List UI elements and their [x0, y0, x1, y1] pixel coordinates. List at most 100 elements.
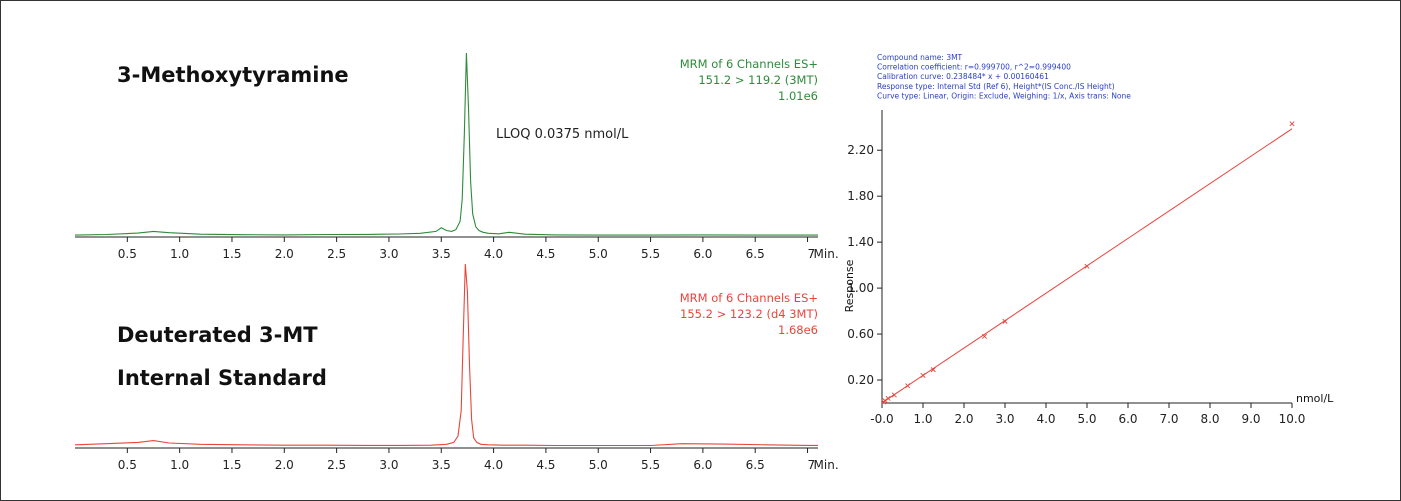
point-cross-stroke — [981, 333, 988, 339]
point-cross-stroke — [930, 367, 936, 373]
x-tick-label: 3.0 — [379, 458, 398, 472]
calibration-point — [891, 392, 897, 398]
x-tick-label: 6.0 — [693, 247, 712, 261]
y-axis-label: Response — [843, 259, 856, 312]
calibration-point — [882, 398, 888, 404]
point-cross-stroke — [885, 395, 891, 401]
point-cross-stroke — [905, 383, 911, 389]
x-tick-label: 4.0 — [484, 247, 503, 261]
x-tick-label: 1.0 — [913, 412, 932, 426]
x-tick-label: 4.5 — [536, 247, 555, 261]
x-axis-ticks: 0.5 1.0 1.5 2.0 2.5 3.0 3.5 4.0 4.5 5.0 5.5 6.0 6.5 7… — [118, 448, 839, 472]
calibration-info-line: Correlation coefficient: r=0.999700, r^2… — [877, 63, 1071, 72]
x-tick-label: 9.0 — [1241, 412, 1260, 426]
x-tick-label: 5.5 — [641, 247, 660, 261]
channel-info-line: MRM of 6 Channels ES+ — [680, 291, 818, 305]
channel-info-line: 151.2 > 119.2 (3MT) — [698, 73, 818, 87]
calibration-point — [885, 395, 891, 401]
x-tick-label: -0.0 — [870, 412, 893, 426]
x-tick-label: 2.0 — [275, 247, 294, 261]
x-tick-label: 7.0 — [1159, 412, 1178, 426]
point-cross-stroke — [1002, 318, 1008, 324]
x-unit-label: Min. — [814, 247, 839, 261]
y-tick-label: 0.20 — [847, 373, 874, 387]
calibration-info-line: Response type: Internal Std (Ref 6), Hei… — [877, 82, 1115, 91]
x-tick-label: 5.5 — [641, 458, 660, 472]
x-tick-label: 3.0 — [379, 247, 398, 261]
chromatogram-plot — [74, 52, 818, 238]
calibration-info-line: Calibration curve: 0.238484* x + 0.00160… — [877, 72, 1049, 81]
x-tick-label: 6.5 — [746, 247, 765, 261]
x-tick-label: 2.0 — [275, 458, 294, 472]
chromatogram-title: 3-Methoxytyramine — [117, 63, 349, 87]
channel-info-line: 1.68e6 — [778, 323, 818, 337]
x-tick-label: 7 — [808, 247, 816, 261]
x-tick-label: 2.5 — [327, 458, 346, 472]
x-tick-label: 6.0 — [1118, 412, 1137, 426]
x-unit-label: Min. — [814, 458, 839, 472]
x-tick-label: 8.0 — [1200, 412, 1219, 426]
x-tick-label: 5.0 — [589, 247, 608, 261]
channel-info: MRM of 6 Channels ES+ 151.2 > 119.2 (3MT)… — [680, 57, 818, 103]
calibration-point — [1002, 318, 1008, 324]
x-tick-label: 1.0 — [170, 458, 189, 472]
point-cross-stroke — [1084, 263, 1090, 269]
channel-info-line: MRM of 6 Channels ES+ — [680, 57, 818, 71]
channel-info-line: 155.2 > 123.2 (d4 3MT) — [680, 307, 818, 321]
chromatogram-d4-3mt-panel: Deuterated 3-MT Internal Standard MRM of… — [74, 263, 839, 472]
y-tick-label: 1.00 — [847, 281, 874, 295]
x-tick-label: 5.0 — [589, 458, 608, 472]
x-tick-label: 3.5 — [432, 247, 451, 261]
x-tick-label: 5.0 — [1077, 412, 1096, 426]
x-axis-label: nmol/L — [1296, 392, 1334, 405]
x-tick-label: 6.5 — [746, 458, 765, 472]
y-tick-label: 1.40 — [847, 235, 874, 249]
channel-info-line: 1.01e6 — [778, 89, 818, 103]
channel-info: MRM of 6 Channels ES+ 155.2 > 123.2 (d4 3… — [680, 291, 818, 337]
x-axis-ticks: 0.5 1.0 1.5 2.0 2.5 3.0 3.5 4.0 4.5 5.0 5.5 6.0 6.5 7… — [118, 237, 839, 261]
calibration-info-line: Compound name: 3MT — [877, 53, 963, 62]
x-tick-label: 7 — [808, 458, 816, 472]
chromatogram-3mt-panel: 3-Methoxytyramine LLOQ 0.0375 nmol/L MRM… — [74, 52, 839, 261]
lloq-annotation: LLOQ 0.0375 nmol/L — [496, 127, 629, 142]
x-tick-label: 0.5 — [118, 247, 137, 261]
calibration-plot — [881, 121, 1295, 405]
chromatogram-trace — [74, 263, 818, 447]
calibration-axes: 0.20 0.60 1.00 1.40 1.80 2.20 -0.0 1.0 2.0 3.0 4.0… — [847, 110, 1305, 426]
y-tick-label: 2.20 — [847, 143, 874, 157]
x-tick-label: 6.0 — [693, 458, 712, 472]
x-tick-label: 2.5 — [327, 247, 346, 261]
x-tick-label: 10.0 — [1279, 412, 1306, 426]
x-tick-label: 3.0 — [995, 412, 1014, 426]
calibration-point — [930, 367, 936, 373]
point-cross-stroke — [1289, 121, 1295, 127]
chromatogram-plot — [74, 263, 818, 449]
x-tick-label: 4.5 — [536, 458, 555, 472]
x-tick-label: 3.5 — [432, 458, 451, 472]
point-cross-stroke — [891, 392, 897, 398]
x-tick-label: 0.5 — [118, 458, 137, 472]
calibration-point — [1289, 121, 1295, 127]
calibration-point — [905, 383, 911, 389]
x-tick-label: 2.0 — [954, 412, 973, 426]
x-tick-label: 1.5 — [222, 247, 241, 261]
point-cross-stroke — [882, 398, 888, 404]
x-tick-label: 1.5 — [222, 458, 241, 472]
x-tick-label: 1.0 — [170, 247, 189, 261]
x-tick-label: 4.0 — [1036, 412, 1055, 426]
chromatogram-title-line-2: Internal Standard — [117, 366, 327, 390]
y-tick-label: 1.80 — [847, 189, 874, 203]
point-cross-stroke — [920, 372, 926, 378]
calibration-point — [981, 333, 988, 339]
calibration-point — [920, 372, 926, 378]
chromatogram-trace — [74, 52, 818, 236]
chromatogram-title-line-1: Deuterated 3-MT — [117, 323, 318, 347]
x-tick-label: 4.0 — [484, 458, 503, 472]
calibration-info-line: Curve type: Linear, Origin: Exclude, Wei… — [877, 91, 1131, 100]
y-tick-label: 0.60 — [847, 327, 874, 341]
calibration-point — [1084, 263, 1090, 269]
